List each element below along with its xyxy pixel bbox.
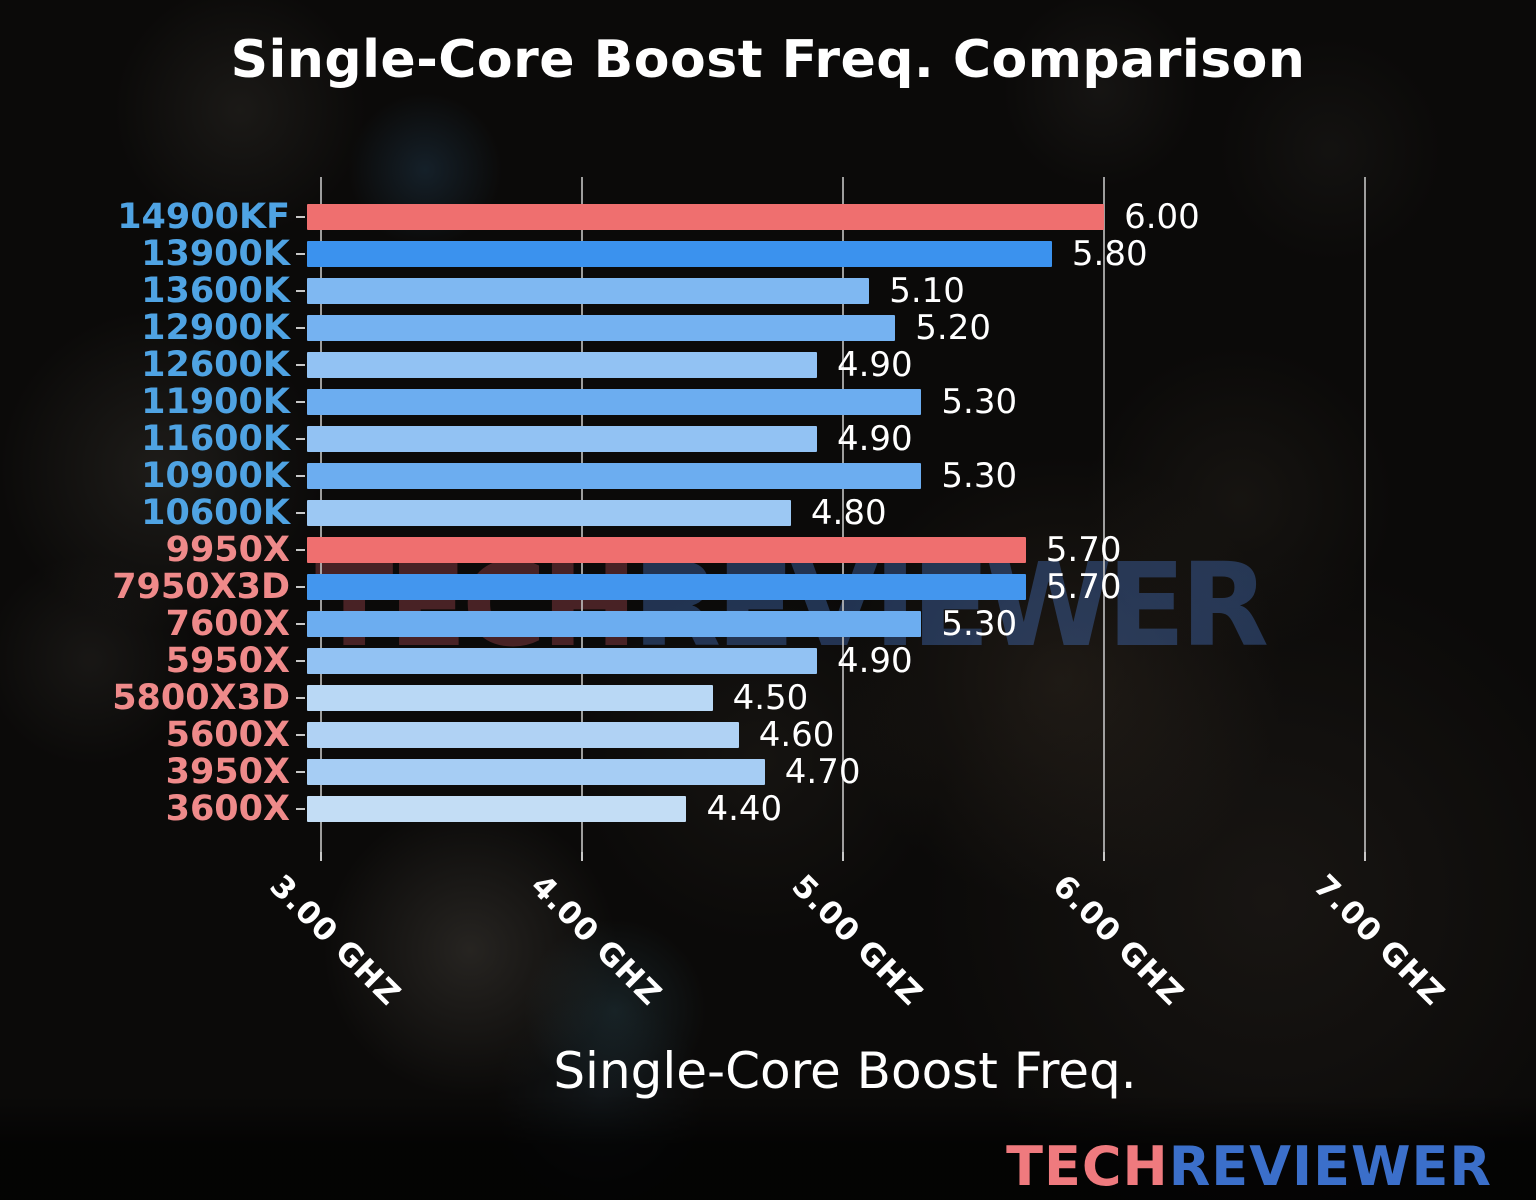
value-label-5950X: 4.90 <box>836 641 913 681</box>
x-tick-5 <box>842 852 845 861</box>
watermark-reviewer: REVIEWER <box>632 539 1269 673</box>
watermark-tech: TECH <box>315 539 638 673</box>
y-tick-10600K <box>296 512 305 514</box>
value-label-11900K: 5.30 <box>941 382 1018 422</box>
bar-10600K <box>307 500 791 526</box>
x-tick-7 <box>1364 852 1367 861</box>
value-label-12600K: 4.90 <box>836 345 913 385</box>
gridline-5 <box>842 177 845 852</box>
y-tick-12900K <box>296 327 305 329</box>
value-label-10600K: 4.80 <box>810 493 887 533</box>
brand-logo-tech: TECH <box>1006 1135 1169 1198</box>
plot-area: TECHREVIEWER 3.00 GHZ 4.00 GHZ 5.00 GHZ 6.0… <box>112 177 1493 1013</box>
category-label-11900K: 11900K <box>141 382 290 422</box>
x-tick-3 <box>320 852 323 861</box>
bar-3600X <box>307 796 687 822</box>
y-tick-9950X <box>296 549 305 551</box>
category-label-7950X3D: 7950X3D <box>112 567 290 607</box>
bar-12900K <box>307 315 896 341</box>
value-label-12900K: 5.20 <box>915 308 991 348</box>
y-tick-7950X3D <box>296 586 305 588</box>
bar-3950X <box>307 759 765 785</box>
category-label-13900K: 13900K <box>141 234 290 274</box>
value-label-5600X: 4.60 <box>758 715 835 755</box>
bar-5600X <box>307 722 739 748</box>
bar-11900K <box>307 389 922 415</box>
brand-logo: TECHREVIEWER <box>1006 1140 1492 1194</box>
bar-9950X <box>307 537 1026 563</box>
brand-logo-reviewer: REVIEWER <box>1168 1135 1492 1198</box>
bar-12600K <box>307 352 817 378</box>
y-tick-10900K <box>296 475 305 477</box>
category-label-5950X: 5950X <box>165 641 290 681</box>
bar-11600K <box>307 426 817 452</box>
watermark: TECHREVIEWER <box>315 549 1269 664</box>
bar-7950X3D <box>307 574 1026 600</box>
bar-7600X <box>307 611 922 637</box>
bar-13600K <box>307 278 870 304</box>
x-axis-title: Single-Core Boost Freq. <box>553 1042 1137 1100</box>
category-label-3600X: 3600X <box>165 789 290 829</box>
category-label-10600K: 10600K <box>141 493 290 533</box>
bar-13900K <box>307 241 1052 267</box>
y-tick-5600X <box>296 734 305 736</box>
y-tick-11900K <box>296 401 305 403</box>
value-label-11600K: 4.90 <box>836 419 913 459</box>
y-tick-5950X <box>296 660 305 662</box>
chart-title: Single-Core Boost Freq. Comparison <box>230 30 1306 90</box>
y-tick-13600K <box>296 290 305 292</box>
value-label-7600X: 5.30 <box>941 604 1018 644</box>
category-label-12600K: 12600K <box>141 345 290 385</box>
y-tick-14900KF <box>296 216 305 218</box>
y-tick-3600X <box>296 808 305 810</box>
category-label-12900K: 12900K <box>141 308 290 348</box>
gridline-6 <box>1103 177 1106 852</box>
y-tick-3950X <box>296 771 305 773</box>
value-label-13600K: 5.10 <box>889 271 965 311</box>
y-tick-7600X <box>296 623 305 625</box>
value-label-3950X: 4.70 <box>784 752 861 792</box>
category-label-11600K: 11600K <box>141 419 290 459</box>
category-label-9950X: 9950X <box>165 530 290 570</box>
gridline-7 <box>1364 177 1367 852</box>
value-label-7950X3D: 5.70 <box>1045 567 1122 607</box>
value-label-3600X: 4.40 <box>706 789 783 829</box>
category-label-10900K: 10900K <box>141 456 290 496</box>
category-label-14900KF: 14900KF <box>117 197 290 237</box>
y-tick-5800X3D <box>296 697 305 699</box>
category-label-5600X: 5600X <box>165 715 290 755</box>
x-tick-4 <box>581 852 584 861</box>
value-label-5800X3D: 4.50 <box>732 678 809 718</box>
value-label-9950X: 5.70 <box>1045 530 1122 570</box>
bar-5800X3D <box>307 685 713 711</box>
bar-14900KF <box>307 204 1105 230</box>
value-label-14900KF: 6.00 <box>1124 197 1200 237</box>
bar-5950X <box>307 648 817 674</box>
x-tick-6 <box>1103 852 1106 861</box>
category-label-7600X: 7600X <box>165 604 290 644</box>
y-tick-13900K <box>296 253 305 255</box>
value-label-13900K: 5.80 <box>1071 234 1148 274</box>
category-label-5800X3D: 5800X3D <box>112 678 290 718</box>
bar-10900K <box>307 463 922 489</box>
category-label-3950X: 3950X <box>165 752 290 792</box>
y-tick-11600K <box>296 438 305 440</box>
value-label-10900K: 5.30 <box>941 456 1018 496</box>
category-label-13600K: 13600K <box>141 271 290 311</box>
y-tick-12600K <box>296 364 305 366</box>
